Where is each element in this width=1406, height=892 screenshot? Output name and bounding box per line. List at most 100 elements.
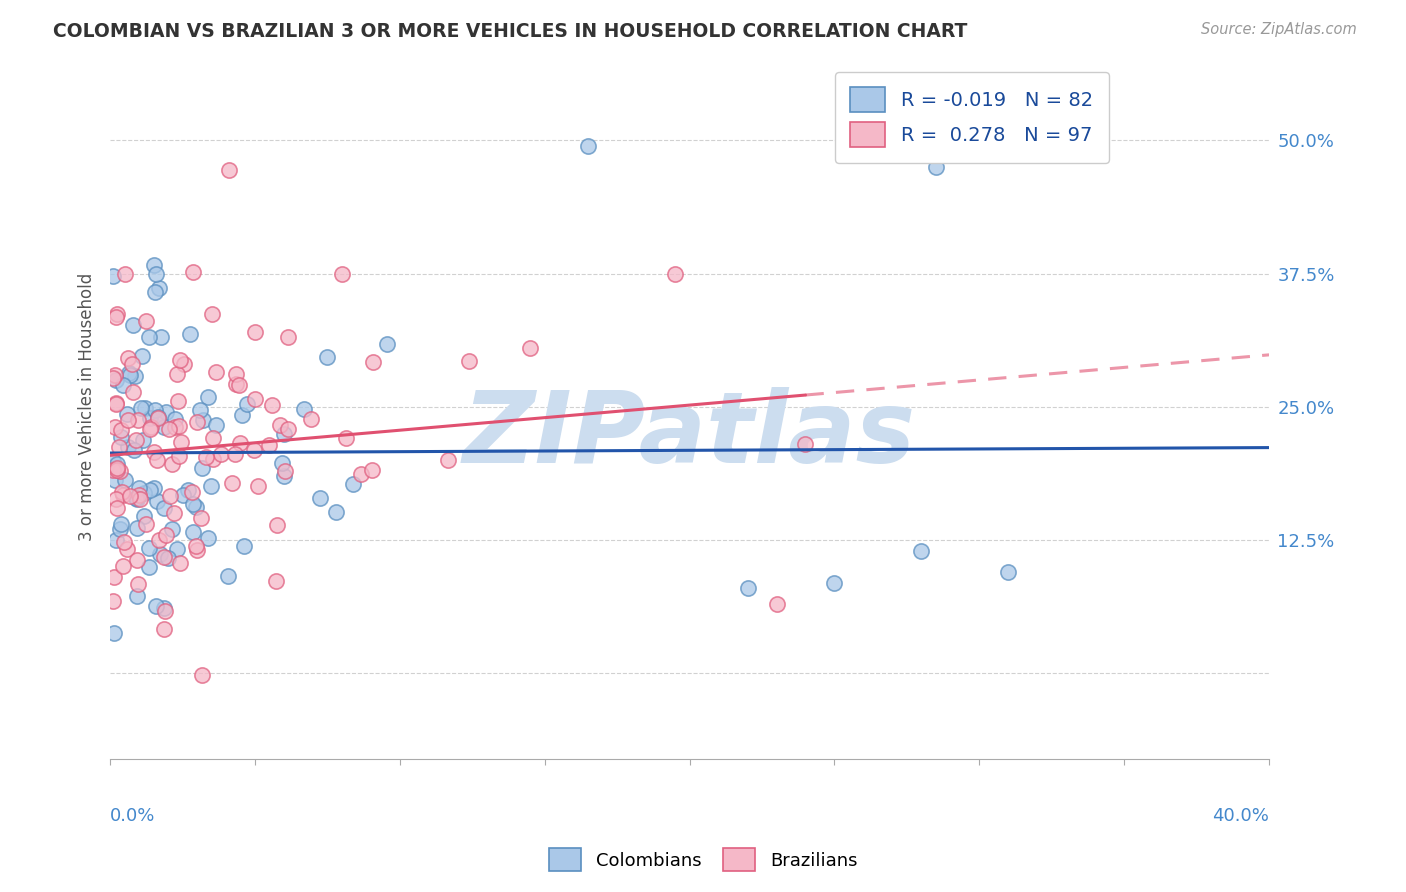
Point bbox=[125, 521, 148, 535]
Point bbox=[138, 559, 160, 574]
Point bbox=[186, 500, 208, 515]
Point bbox=[121, 357, 143, 371]
Point bbox=[125, 491, 148, 505]
Point bbox=[157, 422, 180, 436]
Point bbox=[124, 369, 146, 384]
Point bbox=[105, 457, 128, 471]
Point bbox=[104, 397, 127, 411]
Point bbox=[155, 604, 177, 618]
Point bbox=[197, 390, 219, 404]
Point bbox=[664, 267, 686, 281]
Point bbox=[143, 285, 166, 299]
Text: 0.0%: 0.0% bbox=[110, 806, 156, 824]
Point bbox=[153, 601, 176, 615]
Point bbox=[266, 518, 288, 533]
Point bbox=[166, 542, 188, 557]
Point bbox=[236, 397, 259, 411]
Point bbox=[145, 599, 167, 613]
Point bbox=[299, 411, 322, 425]
Point bbox=[165, 420, 187, 434]
Point bbox=[155, 528, 177, 542]
Point bbox=[110, 522, 132, 536]
Point bbox=[330, 267, 353, 281]
Point bbox=[138, 330, 160, 344]
Point bbox=[184, 539, 207, 553]
Point bbox=[335, 431, 357, 445]
Point bbox=[125, 491, 148, 506]
Point bbox=[146, 493, 169, 508]
Point bbox=[193, 413, 215, 427]
Point bbox=[221, 475, 243, 490]
Point bbox=[139, 411, 162, 425]
Point bbox=[277, 422, 299, 436]
Point bbox=[274, 463, 297, 477]
Point bbox=[104, 310, 127, 325]
Point bbox=[194, 450, 217, 464]
Point bbox=[257, 438, 280, 452]
Point bbox=[273, 427, 295, 442]
Point bbox=[111, 484, 134, 499]
Point bbox=[105, 307, 128, 321]
Point bbox=[110, 430, 132, 444]
Point bbox=[104, 396, 127, 410]
Point bbox=[118, 366, 141, 380]
Point bbox=[118, 368, 141, 383]
Point bbox=[152, 622, 174, 636]
Text: 40.0%: 40.0% bbox=[1212, 806, 1270, 824]
Point bbox=[149, 548, 172, 562]
Point bbox=[177, 483, 200, 497]
Point bbox=[737, 581, 759, 595]
Point bbox=[201, 307, 224, 321]
Point bbox=[143, 444, 166, 458]
Point bbox=[375, 337, 398, 351]
Point bbox=[436, 453, 458, 467]
Point bbox=[139, 483, 162, 497]
Point bbox=[152, 500, 174, 515]
Point bbox=[125, 434, 148, 448]
Point bbox=[325, 505, 347, 519]
Point bbox=[159, 489, 181, 503]
Point bbox=[127, 413, 149, 427]
Point bbox=[217, 569, 239, 583]
Point bbox=[202, 451, 225, 466]
Point bbox=[169, 418, 191, 433]
Point bbox=[148, 281, 170, 295]
Point bbox=[277, 330, 299, 344]
Point bbox=[190, 511, 212, 525]
Point bbox=[167, 393, 190, 408]
Point bbox=[201, 431, 224, 445]
Point bbox=[120, 489, 142, 503]
Point bbox=[114, 267, 136, 281]
Point bbox=[186, 415, 208, 429]
Point bbox=[129, 401, 152, 416]
Point bbox=[765, 597, 787, 611]
Point bbox=[169, 352, 191, 367]
Point bbox=[218, 163, 240, 178]
Point bbox=[794, 437, 817, 451]
Point bbox=[361, 463, 384, 477]
Point bbox=[156, 551, 179, 566]
Point bbox=[997, 565, 1019, 579]
Point bbox=[292, 401, 315, 416]
Point bbox=[273, 469, 295, 483]
Point bbox=[205, 418, 228, 433]
Point bbox=[108, 440, 131, 454]
Point bbox=[132, 485, 155, 500]
Point bbox=[169, 556, 191, 570]
Point bbox=[115, 407, 138, 421]
Point bbox=[148, 410, 170, 425]
Point bbox=[135, 314, 157, 328]
Point bbox=[181, 265, 204, 279]
Text: ZIPatlas: ZIPatlas bbox=[463, 386, 917, 483]
Point bbox=[121, 318, 143, 332]
Point bbox=[191, 461, 214, 475]
Point bbox=[139, 419, 162, 434]
Point bbox=[197, 532, 219, 546]
Point bbox=[181, 484, 204, 499]
Point bbox=[245, 325, 267, 339]
Text: COLOMBIAN VS BRAZILIAN 3 OR MORE VEHICLES IN HOUSEHOLD CORRELATION CHART: COLOMBIAN VS BRAZILIAN 3 OR MORE VEHICLE… bbox=[53, 22, 967, 41]
Point bbox=[181, 525, 204, 540]
Point bbox=[134, 517, 156, 532]
Point bbox=[155, 405, 177, 419]
Point bbox=[128, 488, 150, 502]
